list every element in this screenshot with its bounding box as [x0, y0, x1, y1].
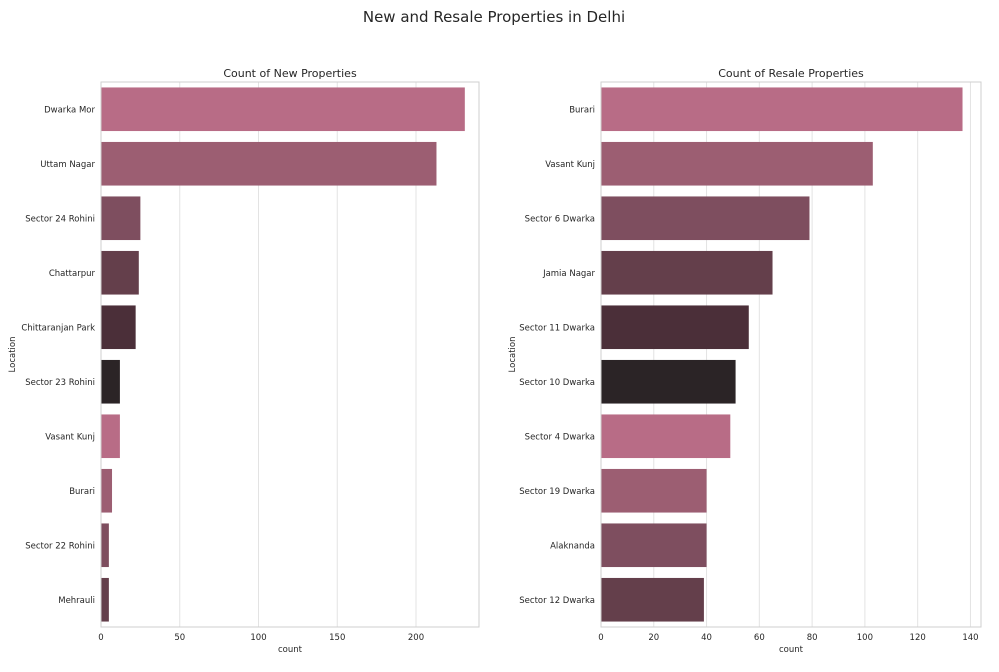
- y-tick-label: Uttam Nagar: [40, 160, 95, 170]
- bar-sector-12-dwarka: [601, 577, 704, 622]
- bar-chittaranjan-park: [101, 305, 136, 350]
- bar-burari: [101, 468, 113, 513]
- y-axis-label: Location: [8, 337, 18, 373]
- x-tick-label: 60: [754, 633, 765, 643]
- x-tick-label: 100: [250, 633, 266, 643]
- panel-title: Count of New Properties: [223, 67, 357, 80]
- figure-title: New and Resale Properties in Delhi: [362, 8, 626, 26]
- y-tick-label: Sector 6 Dwarka: [525, 214, 595, 224]
- y-tick-label: Chittaranjan Park: [21, 323, 95, 333]
- y-tick-label: Sector 19 Dwarka: [519, 487, 595, 497]
- y-tick-label: Vasant Kunj: [545, 160, 595, 170]
- y-tick-label: Vasant Kunj: [45, 432, 95, 442]
- panel-title: Count of Resale Properties: [718, 67, 864, 80]
- bar-sector-10-dwarka: [601, 359, 736, 404]
- y-tick-label: Sector 11 Dwarka: [519, 323, 595, 333]
- y-tick-label: Jamia Nagar: [542, 269, 595, 279]
- x-axis-label: count: [779, 645, 804, 655]
- y-tick-label: Sector 22 Rohini: [25, 541, 95, 551]
- x-tick-label: 150: [329, 633, 345, 643]
- bar-sector-19-dwarka: [601, 468, 707, 513]
- bar-burari: [601, 87, 963, 132]
- y-tick-label: Sector 4 Dwarka: [525, 432, 595, 442]
- y-tick-label: Chattarpur: [49, 269, 96, 279]
- x-tick-label: 20: [648, 633, 659, 643]
- bar-sector-22-rohini: [101, 523, 109, 568]
- plot-frame: [100, 81, 480, 628]
- x-tick-label: 200: [408, 633, 424, 643]
- x-tick-label: 50: [174, 633, 185, 643]
- bar-sector-6-dwarka: [601, 196, 810, 241]
- y-tick-label: Sector 12 Dwarka: [519, 596, 595, 606]
- bar-sector-23-rohini: [101, 359, 120, 404]
- bar-vasant-kunj: [601, 141, 873, 186]
- x-tick-label: 40: [701, 633, 712, 643]
- x-axis-label: count: [278, 645, 303, 655]
- bar-sector-24-rohini: [101, 196, 141, 241]
- x-tick-label: 100: [857, 633, 873, 643]
- bar-mehrauli: [101, 577, 109, 622]
- y-tick-label: Burari: [69, 487, 95, 497]
- x-tick-label: 120: [910, 633, 926, 643]
- x-tick-label: 0: [598, 633, 603, 643]
- bar-uttam-nagar: [101, 141, 437, 186]
- bar-sector-11-dwarka: [601, 305, 749, 350]
- bar-vasant-kunj: [101, 414, 120, 459]
- bar-chattarpur: [101, 250, 139, 295]
- plot-frame: [600, 81, 982, 628]
- y-tick-label: Sector 24 Rohini: [25, 214, 95, 224]
- y-tick-label: Mehrauli: [58, 596, 95, 606]
- y-tick-label: Sector 23 Rohini: [25, 378, 95, 388]
- x-tick-label: 0: [98, 633, 103, 643]
- x-tick-label: 140: [962, 633, 978, 643]
- x-tick-label: 80: [807, 633, 818, 643]
- bar-alaknanda: [601, 523, 707, 568]
- bar-dwarka-mor: [101, 87, 465, 132]
- y-axis-label: Location: [508, 337, 518, 373]
- bar-sector-4-dwarka: [601, 414, 731, 459]
- bar-jamia-nagar: [601, 250, 773, 295]
- y-tick-label: Alaknanda: [550, 541, 595, 551]
- y-tick-label: Sector 10 Dwarka: [519, 378, 595, 388]
- y-tick-label: Burari: [569, 105, 595, 115]
- y-tick-label: Dwarka Mor: [44, 105, 95, 115]
